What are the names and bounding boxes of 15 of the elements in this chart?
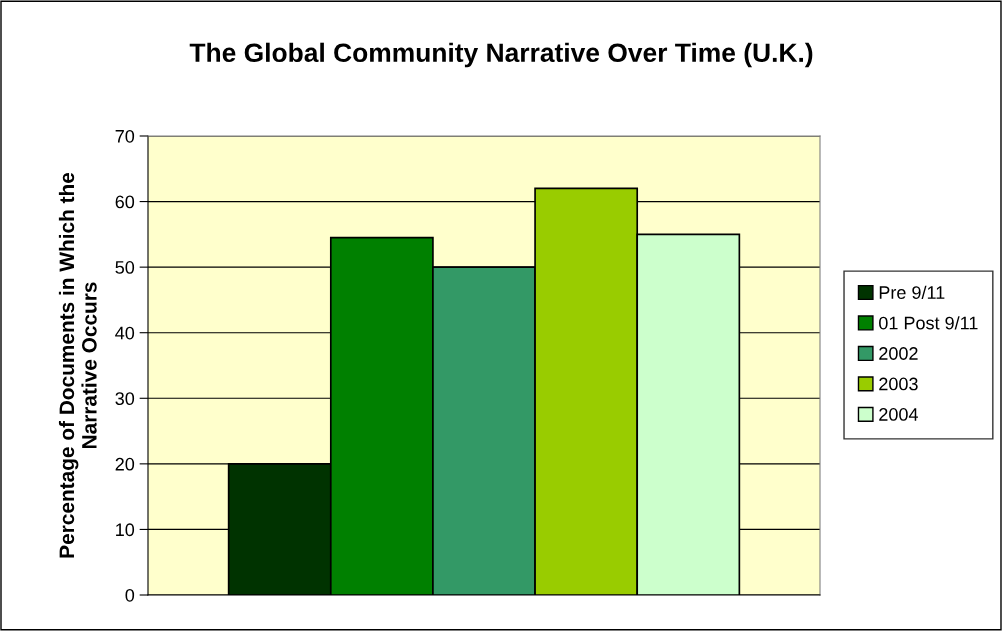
y-tick-label: 20 xyxy=(115,457,135,471)
y-tick-label: 40 xyxy=(115,326,135,340)
y-tick-label: 50 xyxy=(115,261,135,274)
y-tick-label: 0 xyxy=(125,588,135,602)
y-tick-label: 60 xyxy=(115,195,135,209)
legend-label: 2004 xyxy=(879,408,918,421)
y-tick-label: 10 xyxy=(116,523,135,537)
legend-label: 2002 xyxy=(879,347,918,360)
legend-label: Pre 9/11 xyxy=(879,285,945,299)
y-tick-label: 30 xyxy=(115,392,135,406)
legend-label: 2003 xyxy=(879,377,918,391)
chart-title: The Global Community Narrative Over Time (U.K.) xyxy=(189,42,813,68)
y-axis-title: Percentage of Documents in Which the Narrative Occurs xyxy=(58,172,97,558)
legend-label: 01 Post 9/11 xyxy=(879,316,978,330)
y-tick-label: 70 xyxy=(115,129,135,143)
